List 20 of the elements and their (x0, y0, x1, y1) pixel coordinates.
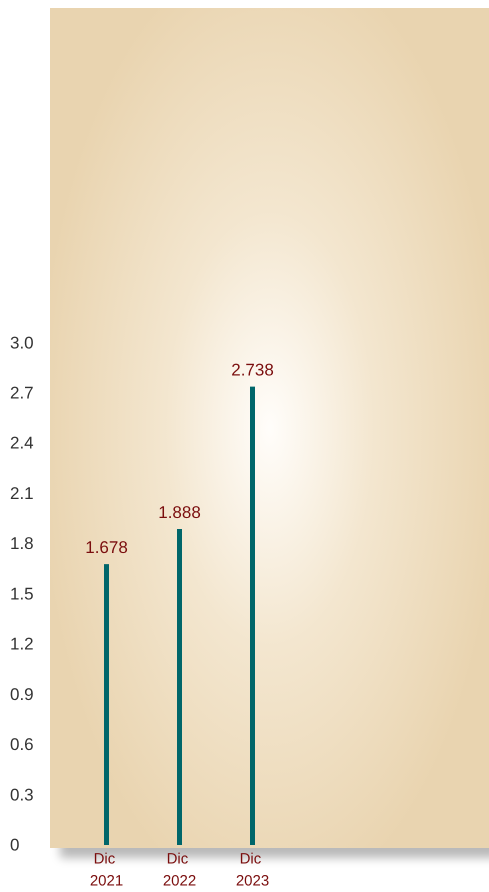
y-tick-label: 0.6 (10, 735, 34, 754)
x-tick-label: Dic 2021 (90, 850, 124, 890)
data-label: 1.888 (158, 502, 201, 522)
y-tick-label: 0 (10, 836, 20, 854)
bar (104, 564, 109, 845)
y-tick-label: 2.4 (10, 434, 34, 453)
y-tick-label: 1.2 (10, 634, 34, 654)
bar (177, 528, 182, 845)
data-label: 1.678 (85, 538, 128, 558)
data-label: 2.738 (231, 360, 274, 380)
y-tick-label: 3.0 (10, 333, 34, 352)
bar (250, 386, 255, 845)
y-tick-label: 0.9 (10, 684, 34, 704)
y-tick-label: 2.1 (10, 484, 34, 503)
x-tick-label: Dic 2022 (162, 850, 196, 890)
y-tick-label: 1.8 (10, 534, 34, 554)
y-tick-label: 2.7 (10, 384, 34, 403)
x-tick-label: Dic 2023 (236, 850, 270, 890)
y-tick-label: 1.5 (10, 584, 34, 604)
y-tick-label: 0.3 (10, 785, 34, 804)
